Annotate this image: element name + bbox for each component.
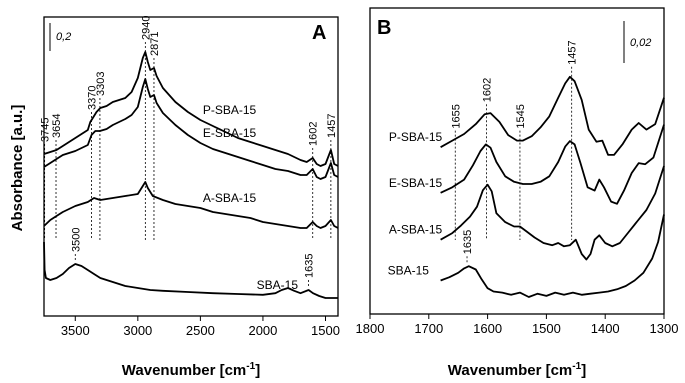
panel-a-series-labels: P-SBA-15 E-SBA-15 A-SBA-15 SBA-15 <box>203 103 298 292</box>
panel-b-series-label-p-sba-15: P-SBA-15 <box>389 130 443 144</box>
panel-b-curve-a-sba-15 <box>440 165 665 261</box>
panel-b-peak-label-1602: 1602 <box>481 78 493 102</box>
panel-a-curve-sba-15 <box>43 241 338 299</box>
panel-b-curve-sba-15 <box>440 214 665 298</box>
panel-a-peak-label-3654: 3654 <box>51 114 63 138</box>
panel-a-x-axis-title-sup: -1 <box>246 361 255 372</box>
panel-a-x-tick-label: 1500 <box>311 323 340 338</box>
panel-a-x-axis-title-end: ] <box>255 362 260 379</box>
panel-a-curves <box>43 51 339 299</box>
panel-b-letter: B <box>377 17 391 39</box>
panel-b-series-labels: P-SBA-15 E-SBA-15 A-SBA-15 SBA-15 <box>388 130 443 277</box>
panel-b-x-tick-label: 1700 <box>414 321 443 336</box>
panel-a-series-label-a-sba-15: A-SBA-15 <box>203 191 257 205</box>
panel-b-x-tick-label: 1800 <box>356 321 385 336</box>
y-axis-title: Absorbance [a.u.] <box>9 105 26 232</box>
panel-a-x-axis-title-main: Wavenumber [cm <box>122 362 246 379</box>
panel-a-peak-label-3500: 3500 <box>70 228 82 252</box>
panel-b-x-tick-label: 1300 <box>650 321 679 336</box>
panel-a-letter: A <box>312 22 326 44</box>
panel-a-series-label-sba-15: SBA-15 <box>257 278 299 292</box>
panel-a-series-label-p-sba-15: P-SBA-15 <box>203 103 257 117</box>
panel-b-series-label-sba-15: SBA-15 <box>388 264 430 278</box>
panel-b-x-tick-label: 1500 <box>532 321 561 336</box>
panel-b: B 0,02 1800 1700 1600 1500 1400 1300 1655 1602… <box>356 7 679 379</box>
panel-a-curve-e-sba-15 <box>43 78 339 180</box>
panel-b-x-tick-label: 1600 <box>473 321 502 336</box>
panel-a-curve-a-sba-15 <box>43 181 339 229</box>
panel-a-peak-label-2871: 2871 <box>149 32 161 56</box>
panel-a-x-tick-label: 2500 <box>186 323 215 338</box>
panel-b-peak-label-1655: 1655 <box>450 104 462 128</box>
panel-b-curves <box>440 75 665 298</box>
panel-a-peak-label-3745: 3745 <box>40 118 52 142</box>
panel-a-peak-label-1635: 1635 <box>304 254 316 278</box>
panel-a-peak-label-2940: 2940 <box>140 16 152 40</box>
panel-b-frame <box>369 7 665 315</box>
panel-b-peak-label-1457: 1457 <box>567 40 579 64</box>
panel-a-peak-label-1602: 1602 <box>308 122 320 146</box>
panel-b-peak-markers: 1655 1602 1545 1457 1635 <box>450 40 579 263</box>
panel-a-scale-label: 0,2 <box>56 31 71 43</box>
panel-b-x-axis-title-sup: -1 <box>572 361 581 372</box>
panel-b-peak-label-1635: 1635 <box>462 230 474 254</box>
panel-a-x-tick-label: 3000 <box>123 323 152 338</box>
panel-a-peak-label-1457: 1457 <box>326 114 338 138</box>
panel-a: A 0,2 3500 3000 2500 2000 1500 3745 365433703… <box>40 16 340 379</box>
panel-b-x-axis-title-end: ] <box>581 362 586 379</box>
panel-a-x-axis-title: Wavenumber [cm-1] <box>122 361 260 379</box>
panel-b-series-label-a-sba-15: A-SBA-15 <box>389 223 443 237</box>
panel-a-peak-label-3303: 3303 <box>95 72 107 96</box>
panel-a-series-label-e-sba-15: E-SBA-15 <box>203 126 257 140</box>
panel-a-x-tick-label: 3500 <box>61 323 90 338</box>
panel-b-curve-p-sba-15 <box>440 75 665 156</box>
panel-b-series-label-e-sba-15: E-SBA-15 <box>389 176 443 190</box>
panel-b-x-axis-title-main: Wavenumber [cm <box>448 362 572 379</box>
panel-b-x-axis-title: Wavenumber [cm-1] <box>448 361 586 379</box>
panel-a-x-tick-label: 2000 <box>248 323 277 338</box>
panel-a-curve-p-sba-15 <box>43 51 339 167</box>
panel-a-x-ticks: 3500 3000 2500 2000 1500 <box>61 316 340 338</box>
panel-b-peak-label-1545: 1545 <box>515 104 527 128</box>
panel-b-curve-e-sba-15 <box>440 124 665 205</box>
panel-a-peak-label-3370: 3370 <box>87 86 99 110</box>
panel-b-scale-label: 0,02 <box>630 37 651 49</box>
panel-b-x-tick-label: 1400 <box>591 321 620 336</box>
panel-b-x-ticks: 1800 1700 1600 1500 1400 1300 <box>356 314 679 336</box>
